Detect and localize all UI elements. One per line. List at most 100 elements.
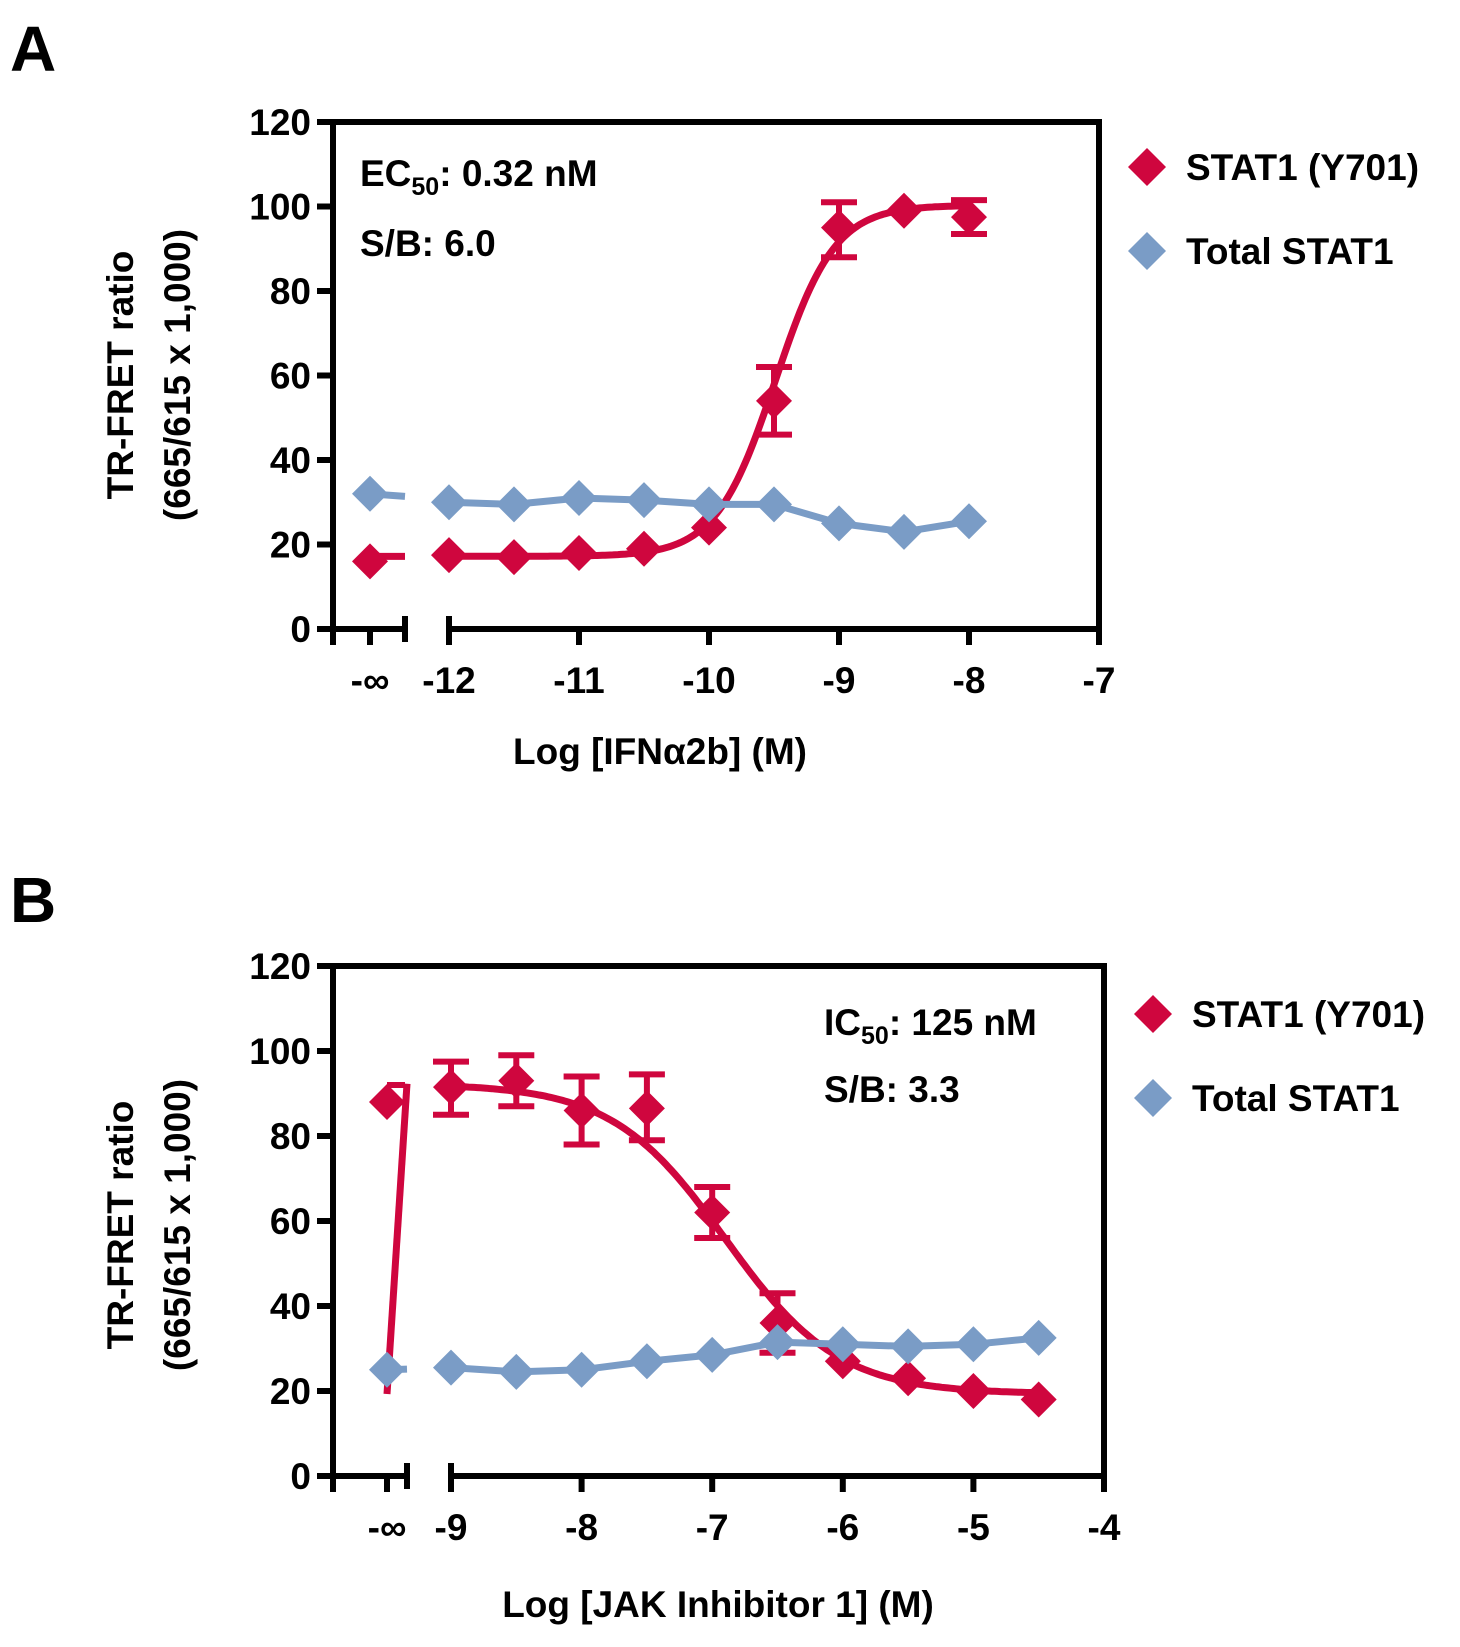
phospho-stat1-point — [886, 192, 922, 229]
y-tick-label: 20 — [270, 1371, 311, 1412]
annotation-signal-background: S/B: 6.0 — [360, 223, 496, 264]
y-tick-label: 80 — [270, 271, 311, 312]
x-tick-label: -8 — [565, 1507, 598, 1548]
total-stat1-point-neg-inf — [352, 475, 388, 512]
total-stat1-point — [694, 1336, 731, 1373]
phospho-stat1-point — [496, 539, 532, 576]
total-stat1-point — [886, 513, 922, 550]
total-stat1-point — [431, 484, 467, 521]
total-stat1-point-neg-inf — [369, 1351, 405, 1388]
x-tick-label-neg-inf: -∞ — [351, 660, 390, 701]
x-tick-label: -7 — [1083, 660, 1116, 701]
fit-curves — [383, 1082, 1039, 1397]
panel-a: A -∞ -12 -11 -10 -9 -8 -7 0 20 40 60 80 100 120 EC50:… — [10, 13, 1419, 772]
y-axis-label: TR-FRET ratio (665/615 x 1,000) — [100, 1079, 198, 1371]
total-stat1-point — [561, 480, 597, 517]
x-tick-label-neg-inf: -∞ — [368, 1507, 407, 1548]
annotation-prefix: IC — [824, 1002, 861, 1043]
panel-b: B -∞ -9 -8 -7 -6 -5 -4 0 20 40 60 80 100 120 IC50: 12… — [10, 864, 1425, 1625]
total-stat1-point — [759, 1324, 796, 1361]
annotation-potency: IC50: 125 nM — [824, 1002, 1037, 1050]
data-points — [369, 1062, 1057, 1418]
x-tick-label: -9 — [823, 660, 856, 701]
phospho-stat1-fit-curve — [450, 1082, 1039, 1397]
legend-item-total[interactable]: Total STAT1 — [1128, 231, 1394, 272]
legend-label: STAT1 (Y701) — [1186, 147, 1419, 188]
legend-item-phospho[interactable]: STAT1 (Y701) — [1134, 994, 1425, 1035]
y-axis-label-line1: TR-FRET ratio — [100, 251, 141, 500]
phospho-stat1-point-neg-inf — [352, 543, 388, 580]
data-points — [352, 192, 987, 580]
x-tick-label: -8 — [953, 660, 986, 701]
annotation-subscript: 50 — [411, 173, 439, 201]
legend-item-total[interactable]: Total STAT1 — [1134, 1078, 1400, 1119]
annotation-suffix: : 125 nM — [889, 1002, 1037, 1043]
x-tick-label: -9 — [435, 1507, 468, 1548]
phospho-stat1-point — [955, 1373, 992, 1409]
y-axis-label-line2: (665/615 x 1,000) — [157, 229, 198, 521]
blue-diamond-icon — [1128, 232, 1166, 270]
legend-label: STAT1 (Y701) — [1192, 994, 1425, 1035]
phospho-stat1-point — [563, 1092, 600, 1129]
total-stat1-point — [691, 486, 727, 523]
legend: STAT1 (Y701) Total STAT1 — [1134, 994, 1425, 1119]
y-tick-label: 20 — [270, 525, 311, 566]
red-diamond-icon — [1128, 148, 1166, 186]
phospho-stat1-point — [433, 1069, 469, 1106]
phospho-stat1-point — [756, 382, 792, 419]
phospho-stat1-point — [1020, 1381, 1057, 1418]
annotation-subscript: 50 — [861, 1022, 889, 1050]
phospho-stat1-point-neg-inf — [369, 1084, 405, 1120]
y-tick-label: 40 — [270, 1286, 311, 1327]
axes: -∞ -12 -11 -10 -9 -8 -7 0 20 40 60 80 100 120 — [249, 102, 1115, 701]
panel-label: A — [10, 13, 56, 85]
phospho-stat1-point — [628, 1090, 665, 1127]
x-tick-label: -10 — [682, 660, 735, 701]
phospho-stat1-point — [821, 209, 857, 246]
annotations: IC50: 125 nM S/B: 3.3 — [824, 1002, 1037, 1110]
phospho-stat1-point — [951, 199, 987, 236]
annotation-suffix: : 0.32 nM — [439, 153, 597, 194]
phospho-stat1-point — [431, 537, 467, 574]
y-tick-label: 100 — [249, 1031, 311, 1072]
phospho-stat1-point — [626, 530, 662, 567]
x-tick-label: -11 — [553, 660, 604, 701]
total-stat1-point — [496, 486, 532, 523]
x-axis-label: Log [JAK Inhibitor 1] (M) — [502, 1584, 934, 1625]
annotation-potency: EC50: 0.32 nM — [360, 153, 598, 201]
phospho-stat1-neg-inf-stub — [383, 1083, 411, 1395]
phospho-stat1-point — [498, 1062, 535, 1099]
legend-label: Total STAT1 — [1186, 231, 1394, 272]
annotation-prefix: EC — [360, 153, 411, 194]
x-tick-label: -5 — [957, 1507, 990, 1548]
x-axis-label: Log [IFNα2b] (M) — [513, 731, 807, 772]
total-stat1-point — [433, 1349, 469, 1386]
total-stat1-point — [821, 505, 857, 542]
total-stat1-point — [626, 482, 662, 519]
y-tick-label: 0 — [290, 609, 311, 650]
y-tick-label: 80 — [270, 1116, 311, 1157]
phospho-stat1-point — [759, 1305, 796, 1341]
legend-item-phospho[interactable]: STAT1 (Y701) — [1128, 147, 1419, 188]
total-stat1-point — [951, 503, 987, 540]
phospho-stat1-point — [561, 534, 597, 571]
y-tick-label: 0 — [290, 1456, 311, 1497]
y-tick-label: 40 — [270, 440, 311, 481]
total-stat1-point — [1020, 1319, 1057, 1356]
x-tick-label: -12 — [422, 660, 475, 701]
annotation-signal-background: S/B: 3.3 — [824, 1069, 960, 1110]
y-axis-label-line1: TR-FRET ratio — [100, 1101, 141, 1350]
total-stat1-point — [824, 1326, 861, 1363]
total-stat1-line — [450, 1334, 1040, 1376]
y-tick-label: 60 — [270, 1201, 311, 1242]
total-stat1-point — [563, 1351, 600, 1388]
phospho-stat1-point — [890, 1360, 927, 1397]
axes: -∞ -9 -8 -7 -6 -5 -4 0 20 40 60 80 100 120 — [249, 946, 1121, 1548]
total-stat1-point — [498, 1353, 535, 1390]
y-tick-label: 120 — [249, 946, 311, 987]
total-stat1-point — [955, 1326, 992, 1363]
y-axis-label: TR-FRET ratio (665/615 x 1,000) — [100, 229, 198, 521]
legend: STAT1 (Y701) Total STAT1 — [1128, 147, 1419, 272]
error-bars — [756, 197, 987, 438]
